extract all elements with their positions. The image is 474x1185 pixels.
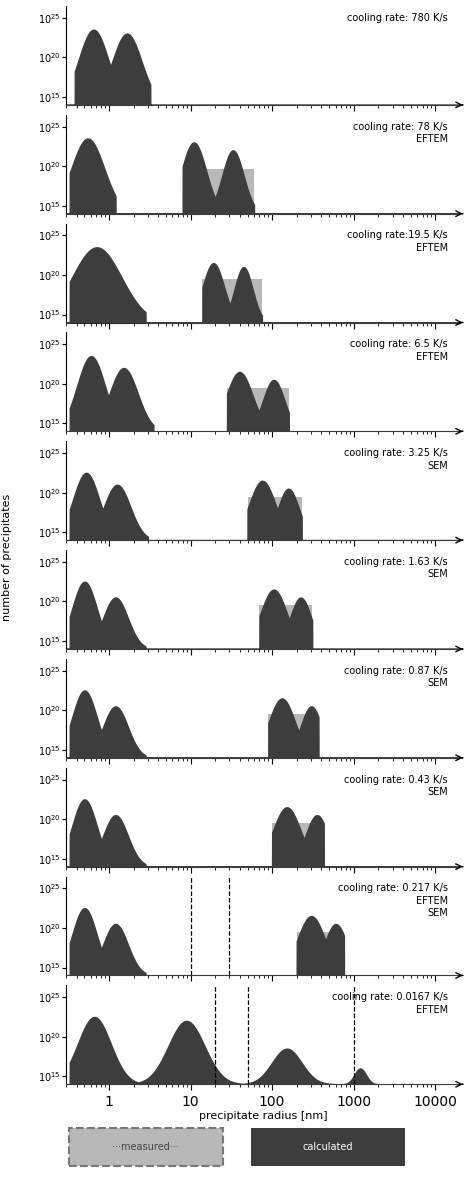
Bar (297, 931, 344, 975)
Bar (268, 715, 319, 757)
Bar (227, 387, 289, 431)
Text: ···measured···: ···measured··· (112, 1142, 179, 1152)
Bar (202, 278, 262, 322)
Bar (272, 824, 324, 866)
Bar (259, 606, 312, 649)
Text: cooling rate: 78 K/s
EFTEM: cooling rate: 78 K/s EFTEM (353, 122, 448, 145)
X-axis label: precipitate radius [nm]: precipitate radius [nm] (199, 1112, 328, 1121)
Text: cooling rate:19.5 K/s
EFTEM: cooling rate:19.5 K/s EFTEM (347, 231, 448, 252)
Bar (251, 1128, 405, 1166)
Bar (69, 1128, 223, 1166)
Text: calculated: calculated (303, 1142, 354, 1152)
Text: cooling rate: 6.5 K/s
EFTEM: cooling rate: 6.5 K/s EFTEM (350, 339, 448, 361)
Text: cooling rate: 0.43 K/s
SEM: cooling rate: 0.43 K/s SEM (344, 775, 448, 798)
Text: cooling rate: 0.217 K/s
EFTEM
SEM: cooling rate: 0.217 K/s EFTEM SEM (338, 884, 448, 918)
Text: number of precipitates: number of precipitates (2, 493, 12, 621)
Text: cooling rate: 0.0167 K/s
EFTEM: cooling rate: 0.0167 K/s EFTEM (332, 992, 448, 1014)
Text: cooling rate: 1.63 K/s
SEM: cooling rate: 1.63 K/s SEM (344, 557, 448, 579)
Bar (182, 168, 254, 213)
Bar (247, 497, 301, 540)
Text: cooling rate: 3.25 K/s
SEM: cooling rate: 3.25 K/s SEM (344, 448, 448, 470)
Text: cooling rate: 0.87 K/s
SEM: cooling rate: 0.87 K/s SEM (344, 666, 448, 688)
Text: cooling rate: 780 K/s: cooling rate: 780 K/s (347, 13, 448, 23)
